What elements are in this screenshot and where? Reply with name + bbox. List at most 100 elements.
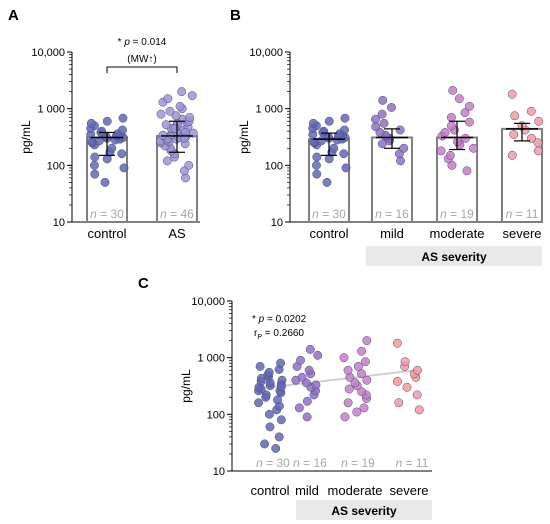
panel-c-point <box>254 398 263 408</box>
panel-a-y-tick-label: 1 000 <box>37 104 65 116</box>
panel-b-point <box>324 116 334 126</box>
panel-b-point <box>454 94 464 104</box>
panel-a-point <box>184 160 194 170</box>
panel-a-point <box>87 137 97 147</box>
panel-b-y-tick-label: 100 <box>265 160 283 172</box>
panel-c-point <box>305 344 315 354</box>
panel-a-y-tick-label: 10 <box>53 217 65 229</box>
panel-a-y-tick-label: 10,000 <box>31 47 65 59</box>
panel-a-point <box>100 177 110 187</box>
panel-c-r-value: rP = 0.2660 <box>254 328 304 341</box>
panel-b-point <box>534 116 544 126</box>
panel-b-y-tick-label: 1 000 <box>255 104 283 116</box>
panel-b-point <box>507 89 517 99</box>
panel-b-severity-band <box>366 246 542 266</box>
panel-c-point <box>264 409 274 419</box>
panel-c-point <box>393 377 402 386</box>
panel-b-point <box>378 95 388 105</box>
panel-c-point <box>264 367 274 377</box>
panel-c-n-label: n = 11 <box>396 456 429 470</box>
panel-b-chart: 10 100 1 000 10,000 pg/mL n = 30 control n = 16… <box>237 47 544 266</box>
panel-a-p-value: * p = 0.014 <box>118 37 167 48</box>
panel-c-point <box>357 369 367 379</box>
panel-label-c: C <box>138 275 149 292</box>
panel-b-point <box>445 150 455 160</box>
panel-c-point <box>353 361 363 371</box>
panel-b-y-tick-label: 10,000 <box>249 47 283 59</box>
panel-b-point <box>341 163 351 173</box>
panel-a-point <box>118 125 127 135</box>
panel-a-y-tick-label: 100 <box>47 160 65 172</box>
panel-b-point <box>510 111 520 121</box>
panel-a-n-label: n = 30 <box>90 207 124 221</box>
panel-c-point <box>340 412 350 422</box>
panel-c-point <box>271 444 281 453</box>
panel-a-point <box>170 123 180 133</box>
panel-c-point <box>260 439 270 449</box>
panel-b-point <box>509 130 519 139</box>
panel-b-point <box>340 125 349 135</box>
panel-c-point <box>296 355 305 365</box>
panel-b-point <box>465 101 474 111</box>
panel-b-point <box>379 118 389 128</box>
panel-a-point <box>90 169 100 179</box>
panel-a-point <box>185 112 195 122</box>
panel-c-point <box>265 422 275 432</box>
panel-b-category-label: control <box>309 226 348 241</box>
panel-b-point <box>446 112 456 122</box>
panel-c-point <box>357 387 367 397</box>
panel-b-point <box>329 143 339 153</box>
panel-c-point <box>313 350 323 360</box>
panel-b-point <box>371 114 380 124</box>
panel-c-point <box>339 353 349 363</box>
panel-label-a: A <box>8 7 19 24</box>
panel-a-point <box>102 116 112 126</box>
panel-c-point <box>350 378 360 388</box>
panel-c-n-label: n = 16 <box>293 456 327 470</box>
panel-c-point <box>343 398 353 408</box>
panel-a-point <box>89 160 99 170</box>
panel-b-point <box>460 108 470 118</box>
panel-c-point <box>359 403 369 413</box>
panel-a-point <box>118 113 128 123</box>
panel-c-point <box>402 382 412 392</box>
panel-c-point <box>412 365 422 375</box>
panel-b-severity-label: AS severity <box>421 250 487 264</box>
panel-c-category-label: control <box>250 483 289 498</box>
panel-b-point <box>340 113 350 123</box>
panel-a-point <box>187 91 197 101</box>
panel-b-point <box>533 138 543 148</box>
panel-c-point <box>400 357 410 367</box>
panel-b-point <box>312 152 322 162</box>
panel-a-point <box>117 149 127 159</box>
panel-b-point <box>436 146 446 156</box>
panel-a-point <box>161 120 171 130</box>
panel-a-test-label: (MW↑) <box>127 54 156 65</box>
panel-b-category-label: moderate <box>430 226 485 241</box>
panel-b-point <box>319 126 329 136</box>
panel-a-category-label: AS <box>168 226 186 241</box>
panel-b-point <box>507 150 517 160</box>
panel-a-point <box>107 143 117 153</box>
panel-a-point <box>171 111 181 121</box>
panel-c-y-tick-label: 1 000 <box>197 353 225 365</box>
panel-c-point <box>277 382 286 391</box>
panel-a-point <box>163 94 173 104</box>
panel-c-severity-label: AS severity <box>331 504 397 518</box>
panel-a-point <box>158 130 168 140</box>
panel-a-point <box>165 106 175 116</box>
panel-c-point <box>302 396 312 406</box>
panel-c-point <box>412 390 422 400</box>
panel-b-point <box>339 149 349 159</box>
panel-a-chart: 10 100 1 000 10,000 pg/mL n = 30 control n = 46… <box>19 37 200 241</box>
panel-b-point <box>526 106 536 116</box>
panel-b-point <box>464 117 474 127</box>
panel-c-point <box>362 336 372 346</box>
panel-c-point <box>294 403 304 413</box>
panel-b-point <box>322 177 332 187</box>
panel-b-n-label: n = 11 <box>506 207 539 221</box>
panel-c-chart: 10 100 1 000 10,000 pg/mL n = 30 control n = 16… <box>179 296 432 520</box>
panel-c-point <box>297 372 307 382</box>
panel-c-y-tick-label: 10,000 <box>191 296 225 308</box>
